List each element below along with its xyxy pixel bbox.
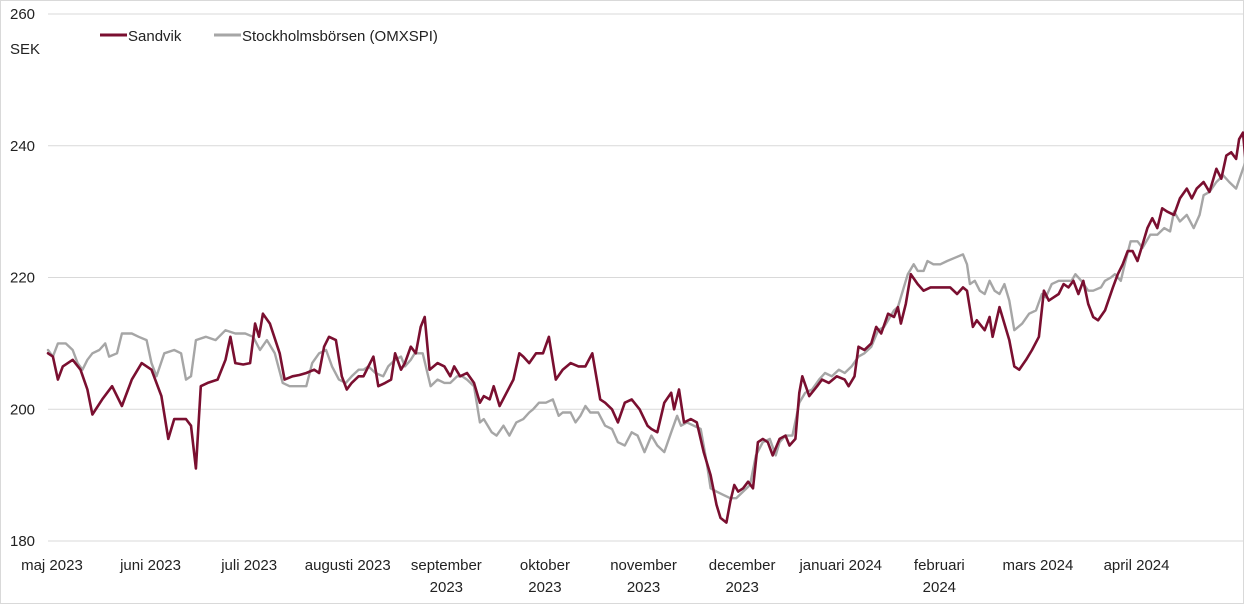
y-axis-unit-label: SEK: [10, 41, 40, 58]
x-tick-label: maj 2023: [21, 557, 83, 574]
x-tick-label: augusti 2023: [305, 557, 391, 574]
y-tick-label: 220: [10, 270, 35, 287]
y-axis: 180 200 220 240 260: [10, 6, 35, 550]
series-line-sandvik: [46, 131, 1244, 524]
x-tick-label-year: 2023: [725, 579, 758, 596]
x-tick-label: januari 2024: [798, 557, 882, 574]
x-tick-label: juni 2023: [119, 557, 181, 574]
legend-label-omxspi: Stockholmsbörsen (OMXSPI): [242, 28, 438, 45]
x-tick-label: februari: [914, 557, 965, 574]
x-tick-label: september: [411, 557, 482, 574]
x-tick-label: april 2024: [1104, 557, 1170, 574]
x-tick-label-year: 2023: [627, 579, 660, 596]
x-tick-label-year: 2023: [430, 579, 463, 596]
x-tick-label: mars 2024: [1003, 557, 1074, 574]
x-tick-label: juli 2023: [220, 557, 277, 574]
y-tick-label: 200: [10, 401, 35, 418]
legend: Sandvik Stockholmsbörsen (OMXSPI): [100, 28, 438, 45]
y-tick-label: 240: [10, 138, 35, 155]
x-tick-label-year: 2024: [923, 579, 956, 596]
legend-label-sandvik: Sandvik: [128, 28, 182, 45]
x-tick-label: november: [610, 557, 677, 574]
series-line-omxspi: [46, 162, 1244, 500]
x-tick-label-year: 2023: [528, 579, 561, 596]
y-tick-label: 260: [10, 6, 35, 23]
x-axis: maj 2023 juni 2023 juli 2023 augusti 2023 se…: [21, 557, 1169, 596]
series-layer: [46, 131, 1244, 524]
y-tick-label: 180: [10, 533, 35, 550]
x-tick-label: december: [709, 557, 776, 574]
x-tick-label: oktober: [520, 557, 570, 574]
gridlines: [48, 13, 1243, 542]
